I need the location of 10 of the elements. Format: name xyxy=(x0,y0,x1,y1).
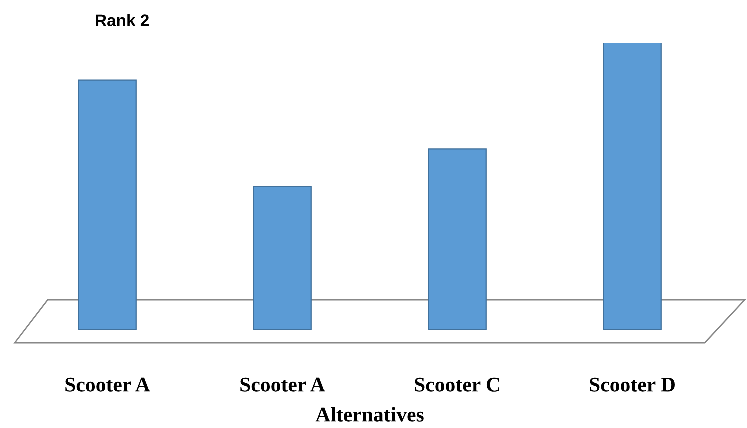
x-tick-label: Scooter C xyxy=(415,378,500,392)
chart-title: Rank 2 xyxy=(96,14,149,26)
bar xyxy=(253,186,312,330)
bar xyxy=(603,43,662,330)
bar xyxy=(78,80,137,330)
x-axis-title: Alternatives xyxy=(316,407,424,422)
x-tick-label: Scooter A xyxy=(66,378,150,392)
x-tick-label: Scooter D xyxy=(590,378,675,392)
x-tick-label: Scooter A xyxy=(240,378,326,392)
bar xyxy=(428,148,487,330)
